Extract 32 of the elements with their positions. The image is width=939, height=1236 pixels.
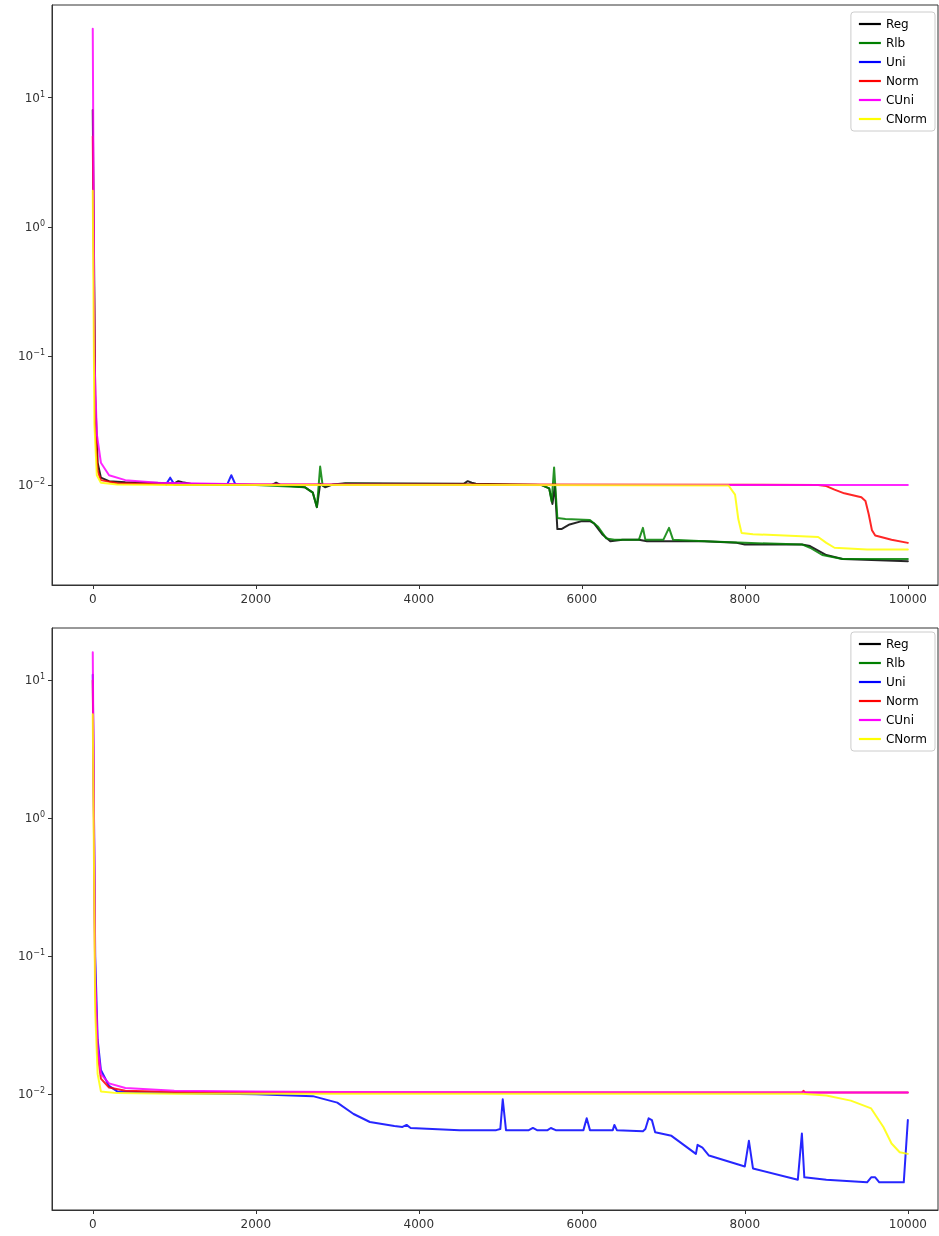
x-tick-label: 2000: [240, 592, 272, 606]
x-tick-label: 10000: [888, 1217, 927, 1231]
legend-label: Uni: [885, 675, 906, 689]
x-tick-label: 4000: [403, 592, 435, 606]
x-tick-label: 0: [88, 592, 97, 606]
y-tick-label: 10$^{1}$: [24, 672, 45, 689]
y-tick-label: 10$^{1}$: [24, 89, 45, 106]
x-tick-label: 2000: [240, 1217, 272, 1231]
x-tick-label: 4000: [403, 1217, 435, 1231]
legend-label: Norm: [885, 74, 919, 88]
x-tick-label: 10000: [888, 592, 927, 606]
legend-label: Rlb: [885, 656, 906, 670]
y-tick-label: 10$^{0}$: [24, 218, 45, 235]
legend-label: Reg: [885, 637, 909, 651]
x-tick-label: 8000: [729, 1217, 761, 1231]
y-tick-label: 10$^{−1}$: [17, 948, 45, 965]
y-tick-label: 10$^{0}$: [24, 810, 45, 827]
x-tick-label: 0: [88, 1217, 97, 1231]
legend-label: Reg: [885, 17, 909, 31]
legend-label: CUni: [885, 93, 914, 107]
y-tick-label: 10$^{−2}$: [17, 1086, 45, 1103]
x-tick-label: 8000: [729, 592, 761, 606]
legend-label: Uni: [885, 55, 906, 69]
y-tick-label: 10$^{−2}$: [17, 477, 45, 494]
legend-label: Rlb: [885, 36, 906, 50]
y-tick-label: 10$^{−1}$: [17, 348, 45, 365]
x-tick-label: 6000: [566, 1217, 598, 1231]
legend-label: CNorm: [885, 732, 927, 746]
x-tick-label: 6000: [566, 592, 598, 606]
legend-label: Norm: [885, 694, 919, 708]
legend-label: CUni: [885, 713, 914, 727]
legend-label: CNorm: [885, 112, 927, 126]
